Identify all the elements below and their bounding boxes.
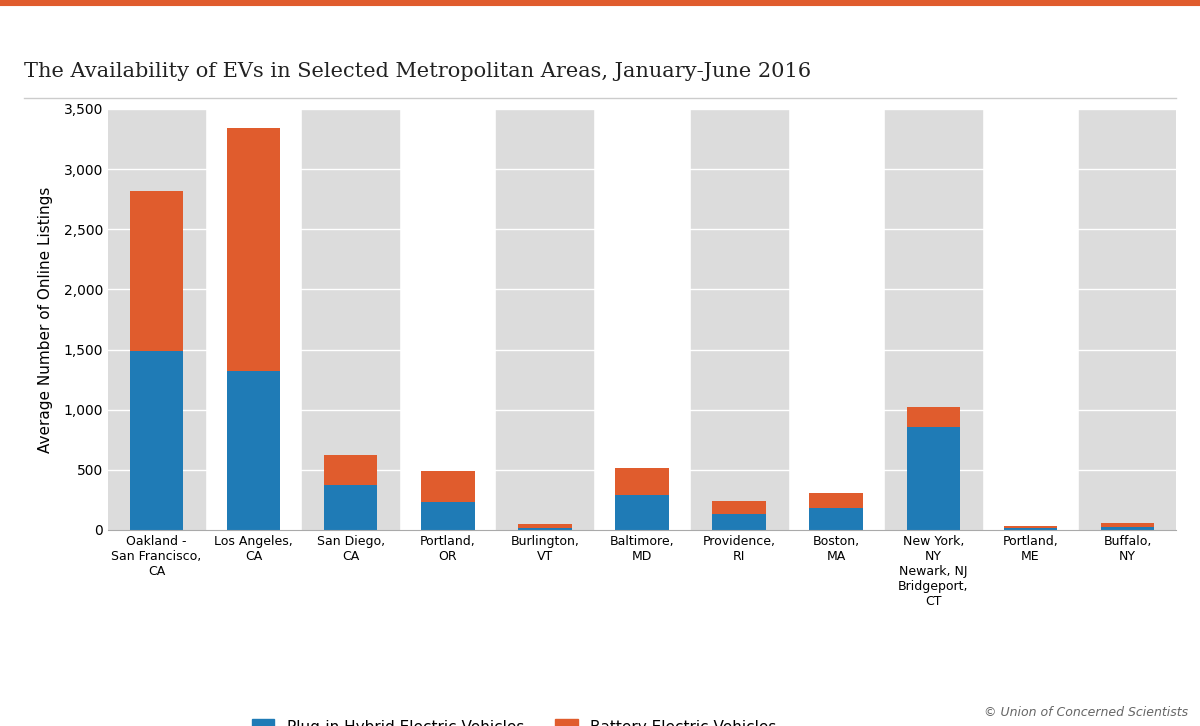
- Bar: [324, 455, 378, 486]
- Text: © Union of Concerned Scientists: © Union of Concerned Scientists: [984, 706, 1188, 719]
- Bar: [1100, 523, 1154, 527]
- Bar: [1003, 526, 1057, 529]
- Bar: [108, 109, 205, 530]
- Bar: [616, 468, 668, 495]
- Bar: [497, 109, 594, 530]
- Bar: [906, 427, 960, 530]
- Bar: [227, 371, 281, 530]
- Bar: [518, 528, 571, 530]
- Bar: [421, 502, 474, 530]
- Bar: [130, 351, 184, 530]
- Bar: [884, 109, 982, 530]
- Text: The Availability of EVs in Selected Metropolitan Areas, January-June 2016: The Availability of EVs in Selected Metr…: [24, 62, 811, 81]
- Bar: [713, 500, 766, 514]
- Bar: [518, 524, 571, 528]
- Bar: [1100, 527, 1154, 530]
- Bar: [1003, 529, 1057, 530]
- Bar: [324, 486, 378, 530]
- Y-axis label: Average Number of Online Listings: Average Number of Online Listings: [37, 187, 53, 452]
- Bar: [713, 514, 766, 530]
- Bar: [1079, 109, 1176, 530]
- Bar: [616, 495, 668, 530]
- Legend: Plug-in Hybrid Electric Vehicles, Battery Electric Vehicles: Plug-in Hybrid Electric Vehicles, Batter…: [246, 713, 782, 726]
- Bar: [302, 109, 400, 530]
- Bar: [810, 507, 863, 530]
- Bar: [810, 493, 863, 507]
- Bar: [227, 129, 281, 371]
- Bar: [690, 109, 787, 530]
- Bar: [130, 191, 184, 351]
- Bar: [906, 407, 960, 427]
- Bar: [421, 471, 474, 502]
